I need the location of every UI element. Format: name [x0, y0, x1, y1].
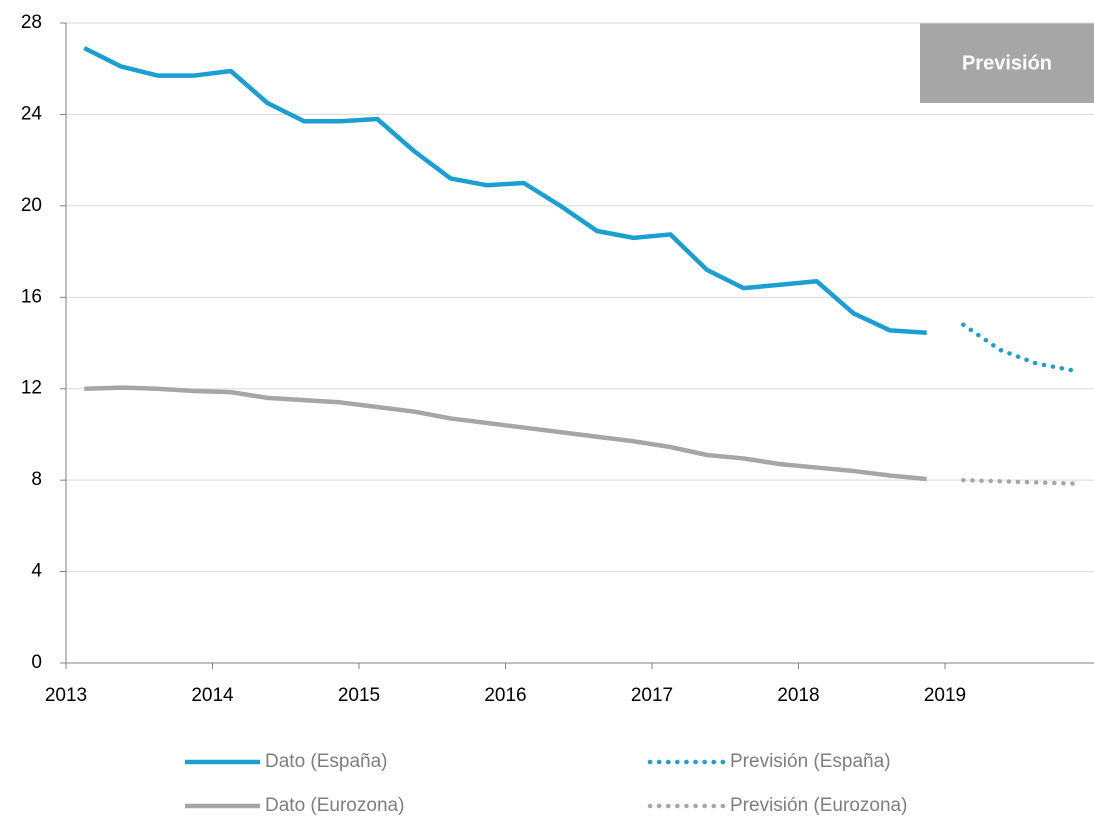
x-tick-label: 2013	[45, 685, 87, 706]
y-tick-label: 4	[31, 561, 42, 582]
annotation: Previsión	[962, 52, 1052, 74]
y-tick-label: 16	[21, 286, 42, 307]
legend-label: Dato (España)	[265, 751, 388, 772]
y-tick-label: 8	[31, 469, 42, 490]
series-line	[961, 477, 1076, 486]
x-tick-label: 2019	[924, 685, 966, 706]
forecast-box	[920, 23, 1094, 103]
series-line	[84, 385, 927, 482]
legend-label: Previsión (España)	[730, 751, 891, 772]
x-tick-label: 2017	[631, 685, 673, 706]
x-tick-label: 2018	[777, 685, 819, 706]
series-line	[83, 46, 927, 335]
y-tick-label: 20	[21, 195, 42, 216]
series-line	[961, 322, 1076, 373]
y-tick-label: 28	[21, 12, 42, 33]
y-tick-label: 24	[21, 103, 43, 124]
x-tick-label: 2015	[338, 685, 380, 706]
y-tick-label: 12	[21, 378, 42, 399]
legend-label: Previsión (Eurozona)	[730, 795, 907, 816]
legend-label: Dato (Eurozona)	[265, 795, 404, 816]
x-tick-label: 2016	[484, 685, 526, 706]
y-tick-label: 0	[31, 652, 42, 673]
x-tick-label: 2014	[191, 685, 234, 706]
